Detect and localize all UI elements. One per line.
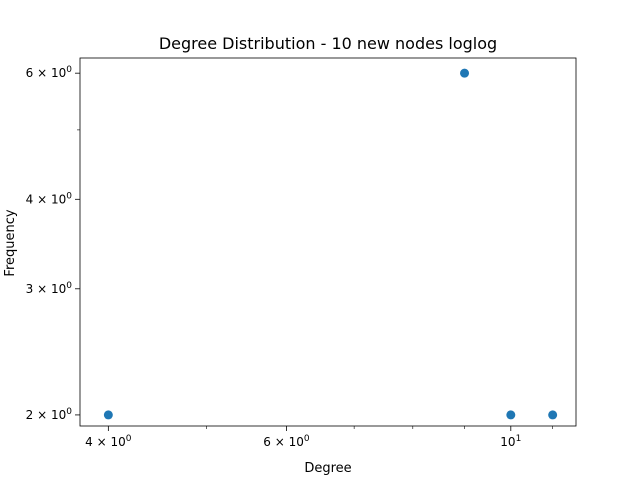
x-tick-label-exponent: 1 xyxy=(516,434,522,444)
y-tick-label-base: 2 × 10 xyxy=(26,408,67,422)
x-tick-label: 4 × 100 xyxy=(85,434,132,449)
data-point xyxy=(506,410,515,419)
y-tick-label-base: 3 × 10 xyxy=(26,282,67,296)
y-tick-label-exponent: 0 xyxy=(66,65,72,75)
y-tick-label: 6 × 100 xyxy=(26,65,73,80)
y-tick-label-base: 4 × 10 xyxy=(26,192,67,206)
y-tick-label-exponent: 0 xyxy=(66,191,72,201)
y-tick-label-exponent: 0 xyxy=(66,281,72,291)
y-tick-label-exponent: 0 xyxy=(66,407,72,417)
y-tick-label-base: 6 × 10 xyxy=(26,66,67,80)
y-axis-label: Frequency xyxy=(3,209,18,276)
y-tick-label: 2 × 100 xyxy=(26,407,73,422)
y-tick-label: 3 × 100 xyxy=(26,281,73,296)
x-tick-label-base: 10 xyxy=(500,435,515,449)
data-point xyxy=(104,410,113,419)
x-tick-label-exponent: 0 xyxy=(304,434,310,444)
chart-title: Degree Distribution - 10 new nodes loglo… xyxy=(159,34,497,53)
y-tick-label: 4 × 100 xyxy=(26,191,73,206)
x-tick-label-base: 4 × 10 xyxy=(85,435,126,449)
x-tick-label-exponent: 0 xyxy=(126,434,132,444)
x-tick-label-base: 6 × 10 xyxy=(263,435,304,449)
data-point xyxy=(548,410,557,419)
data-point xyxy=(460,69,469,78)
x-axis-label: Degree xyxy=(304,461,351,476)
x-tick-label: 6 × 100 xyxy=(263,434,310,449)
